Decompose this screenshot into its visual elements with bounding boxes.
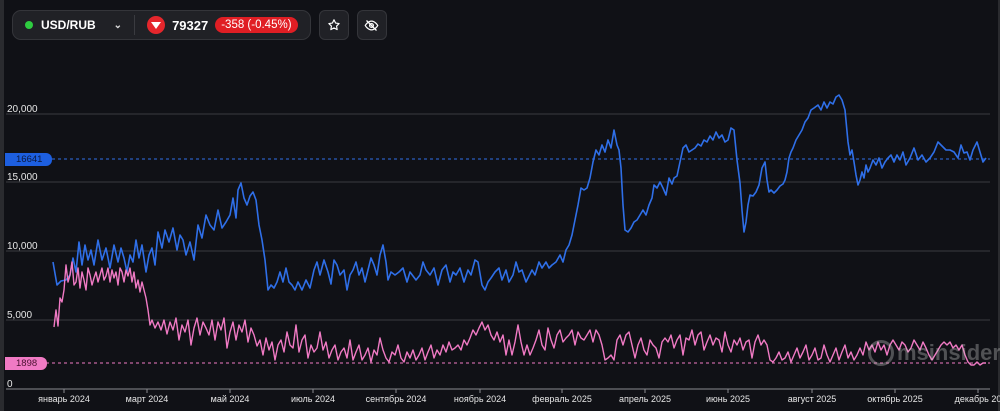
x-tick-label: ноябрь 2024: [453, 394, 507, 404]
x-tick-label: июль 2024: [290, 394, 336, 404]
x-tick-label: апрель 2025: [618, 394, 672, 404]
y-tick-label: 15,000: [7, 172, 38, 183]
ticker-summary: USD/RUB ⌄ 79327 -358 (-0.45%): [12, 10, 311, 40]
x-tick-label: июнь 2025: [706, 394, 750, 404]
pair-selector-label[interactable]: USD/RUB: [41, 18, 96, 32]
blue-series-price-tag: 16641: [5, 153, 53, 166]
x-tick-label: январь 2024: [38, 394, 90, 404]
x-tick-label: август 2025: [787, 394, 837, 404]
favorite-button[interactable]: [318, 10, 349, 40]
x-tick-label: сентябрь 2024: [365, 394, 427, 404]
y-tick-label: 20,000: [7, 104, 38, 115]
x-tick-label: март 2024: [125, 394, 169, 404]
watermark-logo-icon: [868, 340, 894, 366]
toolbar: USD/RUB ⌄ 79327 -358 (-0.45%): [12, 10, 387, 40]
price-change-badge: -358 (-0.45%): [215, 17, 298, 33]
price-down-icon: [147, 16, 166, 34]
watermark: msinsider: [868, 340, 1000, 366]
chevron-down-icon[interactable]: ⌄: [113, 19, 123, 31]
x-tick-label: октябрь 2025: [867, 394, 923, 404]
pink-series-price-tag: 1898: [5, 357, 48, 370]
x-tick-label: май 2024: [210, 394, 250, 404]
hide-button[interactable]: [356, 10, 387, 40]
eye-off-icon: [364, 19, 379, 31]
y-tick-label: 10,000: [7, 241, 38, 252]
market-status-dot: [25, 21, 33, 29]
y-tick-label: 5,000: [7, 310, 33, 321]
x-tick-label: февраль 2025: [532, 394, 592, 404]
divider: [134, 15, 136, 35]
current-price: 79327: [172, 17, 209, 33]
chart-panel: [4, 0, 998, 411]
x-tick-label: декабрь 20: [954, 394, 1000, 404]
y-tick-label: 0: [7, 379, 13, 390]
star-icon: [327, 19, 340, 31]
